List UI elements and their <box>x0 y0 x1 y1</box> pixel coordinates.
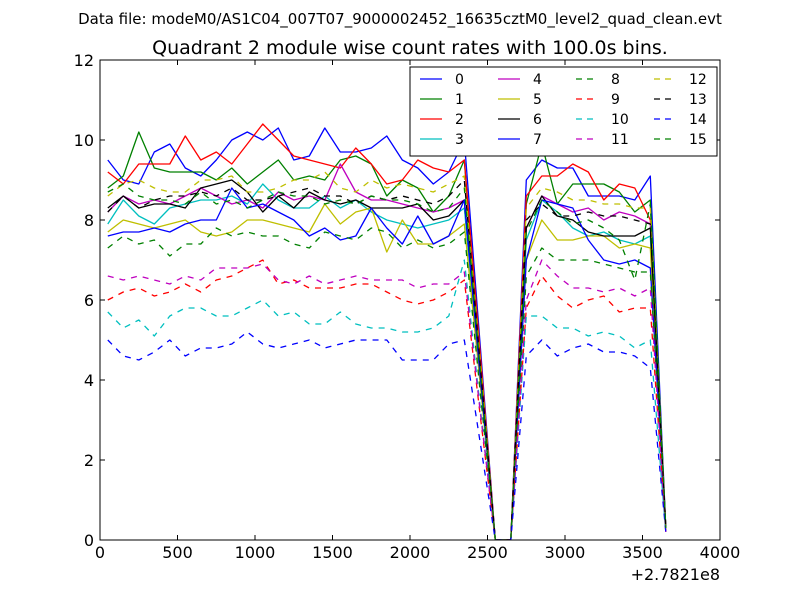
chart-suptitle: Data file: modeM0/AS1C04_007T07_90000024… <box>78 10 722 29</box>
x-tick-label: 500 <box>162 543 193 562</box>
legend-label-2: 2 <box>455 112 464 128</box>
plot-area <box>107 123 667 540</box>
legend-label-8: 8 <box>611 72 620 88</box>
legend-label-4: 4 <box>533 72 542 88</box>
x-tick-label: 3500 <box>622 543 663 562</box>
series-line-1 <box>107 131 667 540</box>
series-line-12 <box>107 171 667 540</box>
y-tick-label: 2 <box>84 451 94 470</box>
series-line-8 <box>107 227 667 540</box>
y-tick-label: 0 <box>84 531 94 550</box>
x-offset-label: +2.7821e8 <box>631 565 720 584</box>
x-tick-label: 2000 <box>390 543 431 562</box>
series-line-6 <box>107 179 667 540</box>
series-line-14 <box>107 331 667 540</box>
legend-label-7: 7 <box>533 132 542 148</box>
legend-box <box>409 66 718 157</box>
x-tick-label: 0 <box>95 543 105 562</box>
legend-label-12: 12 <box>689 72 707 88</box>
y-tick-label: 6 <box>84 291 94 310</box>
legend-label-10: 10 <box>611 112 629 128</box>
legend-label-14: 14 <box>689 112 707 128</box>
series-line-7 <box>107 187 667 540</box>
legend-label-6: 6 <box>533 112 542 128</box>
legend-label-11: 11 <box>611 132 629 148</box>
x-tick-label: 4000 <box>700 543 741 562</box>
x-tick-label: 3000 <box>545 543 586 562</box>
y-tick-label: 4 <box>84 371 94 390</box>
series-line-3 <box>107 183 667 540</box>
series-line-5 <box>107 203 667 540</box>
y-tick-label: 10 <box>74 131 94 150</box>
series-line-11 <box>107 259 667 540</box>
series-line-0 <box>107 127 667 540</box>
legend-label-0: 0 <box>455 72 464 88</box>
legend-label-15: 15 <box>689 132 707 148</box>
y-tick-label: 8 <box>84 211 94 230</box>
x-tick-label: 1500 <box>312 543 353 562</box>
y-tick-label: 12 <box>74 51 94 70</box>
legend-label-9: 9 <box>611 92 620 108</box>
series-line-9 <box>107 259 667 540</box>
chart-title: Quadrant 2 module wise count rates with … <box>152 37 668 59</box>
legend-label-3: 3 <box>455 132 464 148</box>
x-tick-label: 2500 <box>467 543 508 562</box>
series-line-10 <box>107 259 667 540</box>
axes: 0 500 1000 1500 2000 2500 3000 3500 400002468101… <box>74 51 741 562</box>
legend-label-13: 13 <box>689 92 707 108</box>
series-line-2 <box>107 123 667 540</box>
x-tick-label: 1000 <box>235 543 276 562</box>
legend-label-5: 5 <box>533 92 542 108</box>
legend-label-1: 1 <box>455 92 464 108</box>
